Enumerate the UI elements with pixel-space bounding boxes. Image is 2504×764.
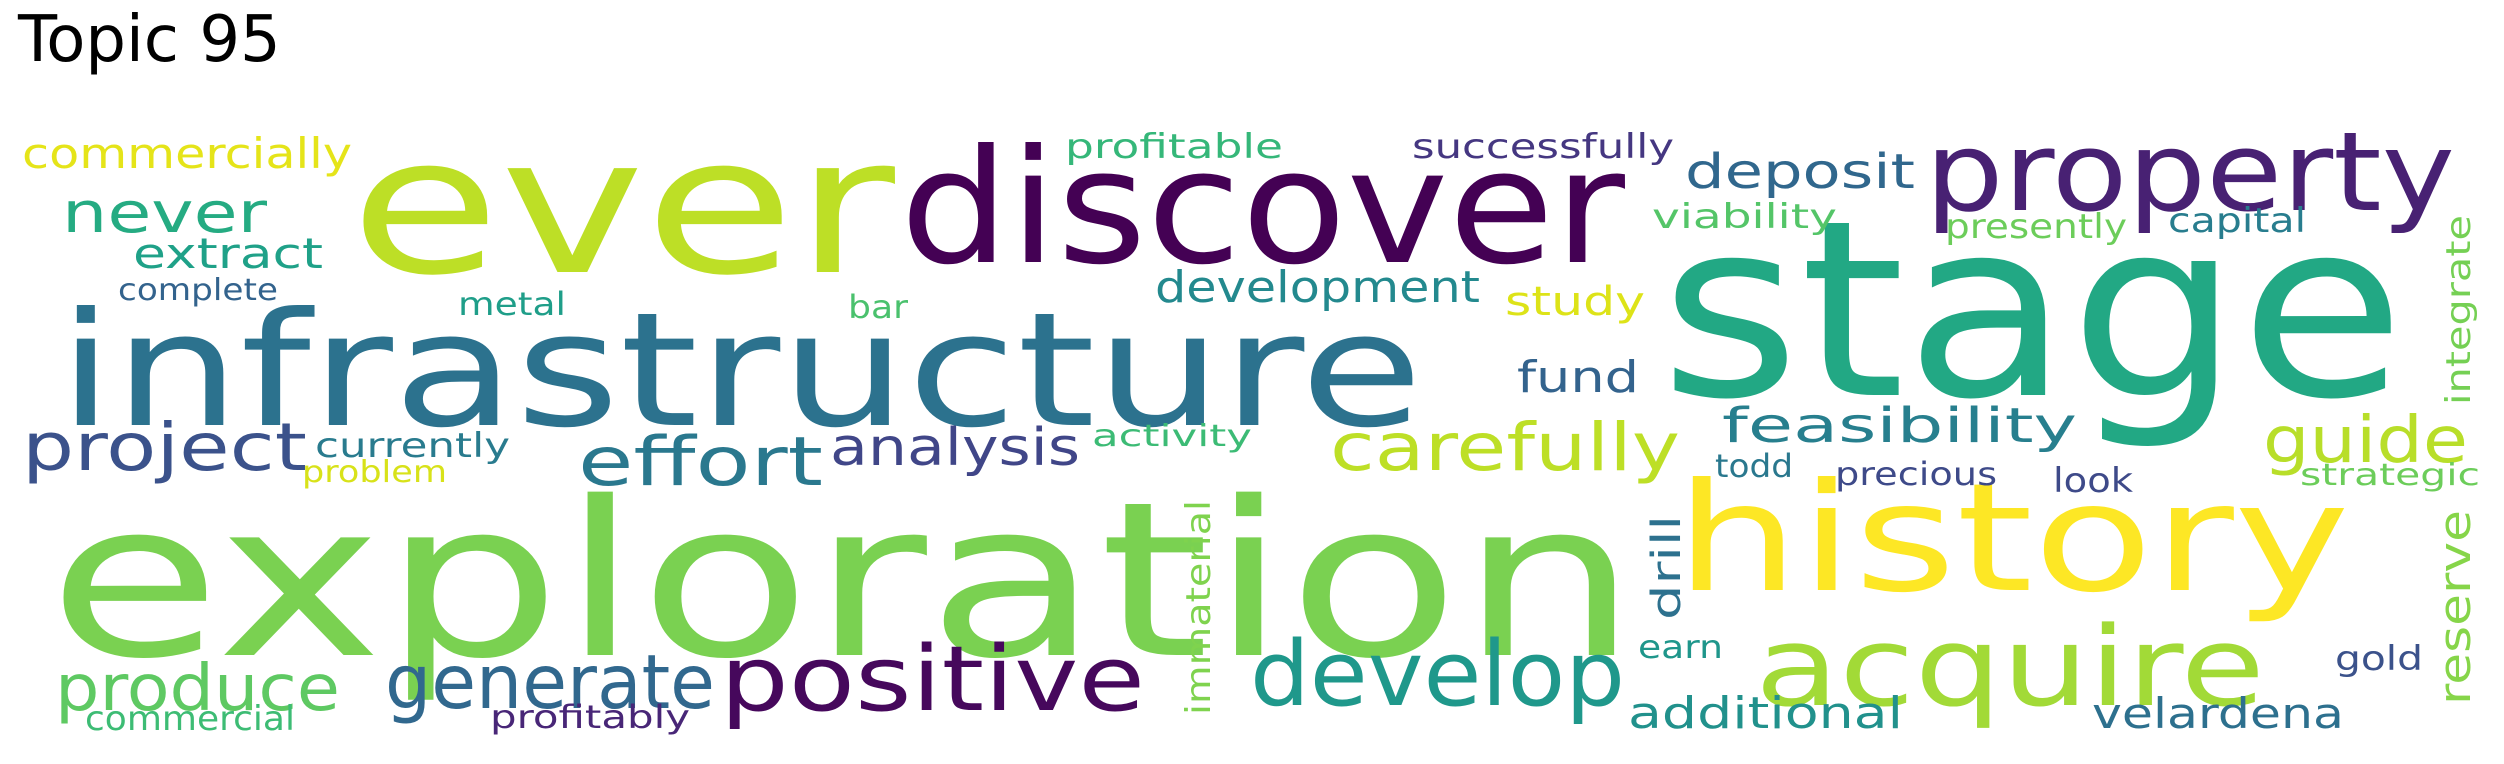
word-look: look [2053,461,2133,501]
word-metal: metal [458,285,566,323]
word-todd: todd [1715,447,1793,485]
word-successfully: successfully [1412,127,1674,167]
word-project: project [22,409,307,486]
word-bar: bar [848,288,909,326]
word-acquire: acquire [1755,603,2265,731]
word-currently: currently [315,426,510,466]
word-commercial: commercial [85,699,295,739]
word-strategic: strategic [2300,458,2480,493]
word-integrate: integrate [2439,215,2479,405]
word-effort: effort [578,423,823,502]
word-additional: additional [1628,688,1903,739]
word-analysis: analysis [830,418,1080,478]
word-problem: problem [302,455,447,490]
word-precious: precious [1835,455,1997,493]
word-property: property [1925,108,2455,236]
word-development: development [1155,262,1480,313]
word-produce: produce [55,652,340,726]
word-positive: positive [720,627,1145,732]
word-presently: presently [1945,207,2127,247]
page-title: Topic 95 [18,3,281,77]
word-gold: gold [2335,639,2423,679]
word-feasibility: feasibility [1722,398,2077,454]
word-complete: complete [118,273,278,308]
word-ever: ever [350,96,896,317]
word-infrastructure: infrastructure [58,279,1423,463]
word-guide: guide [2263,404,2468,478]
word-earn: earn [1638,628,1723,666]
word-viability: viability [1652,197,1837,237]
word-generate: generate [385,638,715,726]
word-capital: capital [2168,201,2306,241]
word-carefully: carefully [1330,409,1680,486]
word-stage: stage [1660,168,2405,453]
word-profitably: profitably [490,698,690,736]
word-develop: develop [1250,622,1625,727]
word-commercially: commercially [22,129,352,178]
word-exploration: exploration [48,455,1638,706]
word-profitable: profitable [1065,127,1283,167]
word-history: history [1675,452,2350,626]
word-discover: discover [900,116,1625,300]
word-velardena: velardena [2092,689,2344,738]
word-never: never [62,181,268,246]
word-study: study [1505,279,1645,325]
word-drill: drill [1644,515,1690,620]
word-reserve: reserve [2430,510,2481,705]
word-deposit: deposit [1685,144,1915,200]
word-activity: activity [1092,419,1252,454]
word-immaterial: immaterial [1179,500,1219,715]
word-extract: extract [133,229,323,278]
word-fund: fund [1517,352,1639,403]
